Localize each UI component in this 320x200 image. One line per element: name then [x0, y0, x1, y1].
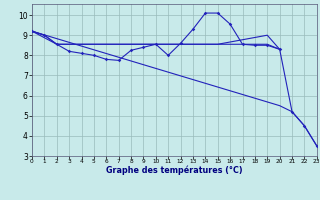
X-axis label: Graphe des températures (°C): Graphe des températures (°C)	[106, 166, 243, 175]
